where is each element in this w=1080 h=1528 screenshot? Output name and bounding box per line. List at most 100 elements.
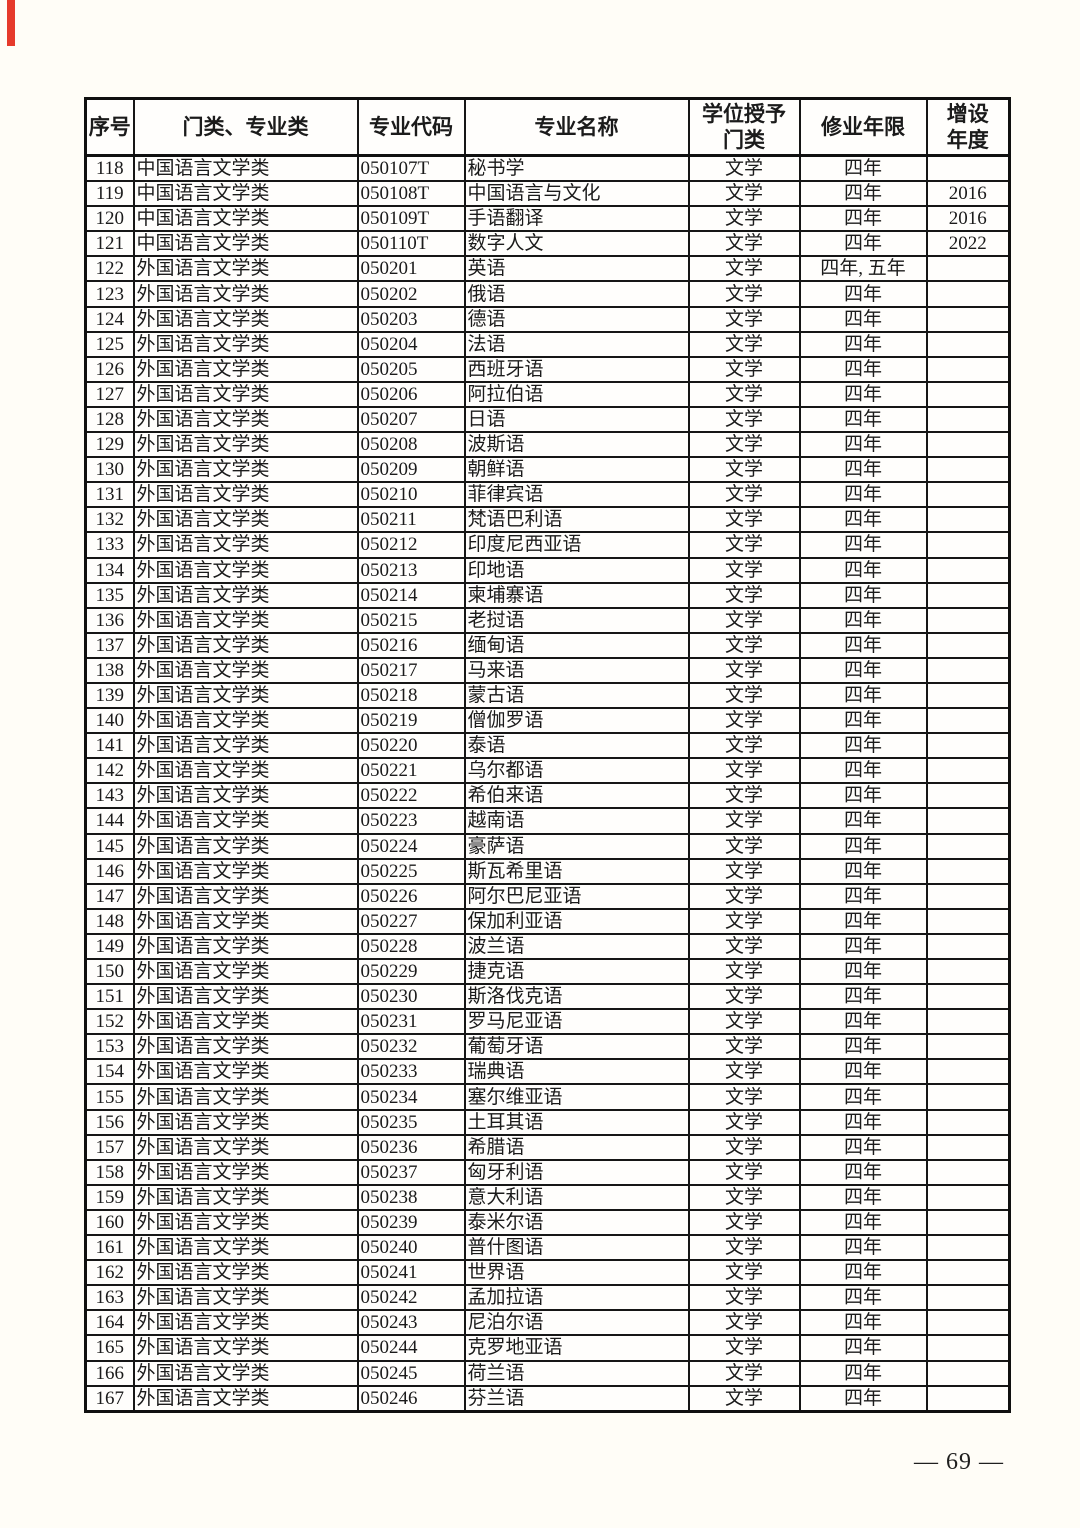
cell-year_added <box>925 1158 1011 1186</box>
cell-year_added <box>925 782 1011 810</box>
cell-code: 050245 <box>356 1359 466 1387</box>
cell-category: 外国语言文学类 <box>132 1033 359 1061</box>
table-row: 122 外国语言文学类 050201 英语 文学 四年, 五年 <box>84 255 1011 283</box>
cell-degree: 文学 <box>687 882 801 910</box>
cell-year_added <box>925 857 1011 885</box>
column-header-duration: 修业年限 <box>798 97 928 157</box>
cell-name: 荷兰语 <box>463 1359 690 1387</box>
cell-year_added <box>925 581 1011 609</box>
cell-serial: 149 <box>84 932 135 961</box>
cell-code: 050237 <box>356 1158 466 1186</box>
cell-year_added <box>925 631 1011 659</box>
table-row: 137 外国语言文学类 050216 缅甸语 文学 四年 <box>84 631 1011 659</box>
table-row: 155 外国语言文学类 050234 塞尔维亚语 文学 四年 <box>84 1083 1011 1111</box>
cell-name: 芬兰语 <box>463 1384 690 1413</box>
header-row: 序号 门类、专业类 专业代码 专业名称 学位授予 门类 修业年限 增设 年度 <box>84 97 1011 157</box>
cell-category: 外国语言文学类 <box>132 957 359 986</box>
cell-serial: 123 <box>84 280 135 308</box>
cell-name: 越南语 <box>463 807 690 835</box>
cell-duration: 四年 <box>798 1259 928 1287</box>
majors-table-body: 118 中国语言文学类 050107T 秘书学 文学 四年 119 中国语言文学类 050108… <box>84 154 1011 1413</box>
cell-name: 孟加拉语 <box>463 1284 690 1312</box>
table-row: 152 外国语言文学类 050231 罗马尼亚语 文学 四年 <box>84 1008 1011 1036</box>
cell-name: 手语翻译 <box>463 205 690 233</box>
cell-duration: 四年 <box>798 732 928 760</box>
cell-serial: 131 <box>84 481 135 509</box>
cell-year_added <box>925 882 1011 910</box>
cell-category: 外国语言文学类 <box>132 1234 359 1262</box>
cell-name: 阿拉伯语 <box>463 380 690 408</box>
cell-name: 西班牙语 <box>463 355 690 383</box>
cell-serial: 139 <box>84 681 135 710</box>
cell-category: 外国语言文学类 <box>132 907 359 935</box>
cell-code: 050231 <box>356 1008 466 1036</box>
cell-category: 外国语言文学类 <box>132 1384 359 1413</box>
cell-duration: 四年 <box>798 957 928 986</box>
cell-code: 050108T <box>356 180 466 208</box>
cell-duration: 四年 <box>798 581 928 609</box>
cell-category: 外国语言文学类 <box>132 1208 359 1237</box>
cell-code: 050233 <box>356 1058 466 1086</box>
cell-year_added <box>925 1384 1011 1413</box>
cell-category: 外国语言文学类 <box>132 456 359 484</box>
table-row: 150 外国语言文学类 050229 捷克语 文学 四年 <box>84 957 1011 986</box>
cell-category: 外国语言文学类 <box>132 380 359 408</box>
cell-category: 外国语言文学类 <box>132 1008 359 1036</box>
cell-category: 外国语言文学类 <box>132 355 359 383</box>
cell-name: 尼泊尔语 <box>463 1309 690 1337</box>
table-row: 145 外国语言文学类 050224 豪萨语 文学 四年 <box>84 832 1011 860</box>
cell-degree: 文学 <box>687 832 801 860</box>
cell-category: 外国语言文学类 <box>132 782 359 810</box>
cell-name: 老挝语 <box>463 606 690 634</box>
cell-duration: 四年 <box>798 932 928 961</box>
cell-degree: 文学 <box>687 456 801 484</box>
cell-degree: 文学 <box>687 1083 801 1111</box>
cell-serial: 150 <box>84 957 135 986</box>
cell-category: 外国语言文学类 <box>132 1284 359 1312</box>
cell-duration: 四年 <box>798 280 928 308</box>
cell-name: 波斯语 <box>463 431 690 459</box>
table-row: 123 外国语言文学类 050202 俄语 文学 四年 <box>84 280 1011 308</box>
cell-serial: 130 <box>84 456 135 484</box>
cell-name: 普什图语 <box>463 1234 690 1262</box>
column-header-year_added: 增设 年度 <box>925 97 1011 157</box>
cell-year_added <box>925 907 1011 935</box>
cell-degree: 文学 <box>687 556 801 584</box>
cell-degree: 文学 <box>687 581 801 609</box>
cell-duration: 四年 <box>798 1033 928 1061</box>
cell-year_added <box>925 1108 1011 1136</box>
cell-code: 050214 <box>356 581 466 609</box>
cell-code: 050236 <box>356 1133 466 1161</box>
table-row: 157 外国语言文学类 050236 希腊语 文学 四年 <box>84 1133 1011 1161</box>
cell-year_added <box>925 1359 1011 1387</box>
cell-category: 外国语言文学类 <box>132 606 359 634</box>
cell-code: 050246 <box>356 1384 466 1413</box>
majors-table-head: 序号 门类、专业类 专业代码 专业名称 学位授予 门类 修业年限 增设 年度 <box>84 97 1011 157</box>
cell-serial: 125 <box>84 330 135 358</box>
cell-degree: 文学 <box>687 782 801 810</box>
cell-degree: 文学 <box>687 1334 801 1362</box>
cell-code: 050230 <box>356 983 466 1011</box>
table-row: 128 外国语言文学类 050207 日语 文学 四年 <box>84 405 1011 434</box>
column-header-degree: 学位授予 门类 <box>687 97 801 157</box>
majors-table: 序号 门类、专业类 专业代码 专业名称 学位授予 门类 修业年限 增设 年度 118 中国语言… <box>84 97 1011 1413</box>
table-row: 138 外国语言文学类 050217 马来语 文学 四年 <box>84 656 1011 684</box>
table-row: 161 外国语言文学类 050240 普什图语 文学 四年 <box>84 1234 1011 1262</box>
cell-year_added <box>925 1309 1011 1337</box>
majors-table-container: 序号 门类、专业类 专业代码 专业名称 学位授予 门类 修业年限 增设 年度 118 中国语言… <box>84 97 1011 1413</box>
cell-category: 外国语言文学类 <box>132 757 359 785</box>
cell-name: 瑞典语 <box>463 1058 690 1086</box>
cell-serial: 129 <box>84 431 135 459</box>
table-row: 121 中国语言文学类 050110T 数字人文 文学 四年 2022 <box>84 230 1011 258</box>
cell-year_added <box>925 1008 1011 1036</box>
column-header-category: 门类、专业类 <box>132 97 359 157</box>
cell-name: 英语 <box>463 255 690 283</box>
cell-degree: 文学 <box>687 305 801 333</box>
cell-code: 050204 <box>356 330 466 358</box>
cell-name: 葡萄牙语 <box>463 1033 690 1061</box>
cell-category: 外国语言文学类 <box>132 1259 359 1287</box>
cell-serial: 151 <box>84 983 135 1011</box>
cell-degree: 文学 <box>687 1208 801 1237</box>
cell-category: 外国语言文学类 <box>132 581 359 609</box>
table-row: 118 中国语言文学类 050107T 秘书学 文学 四年 <box>84 154 1011 183</box>
